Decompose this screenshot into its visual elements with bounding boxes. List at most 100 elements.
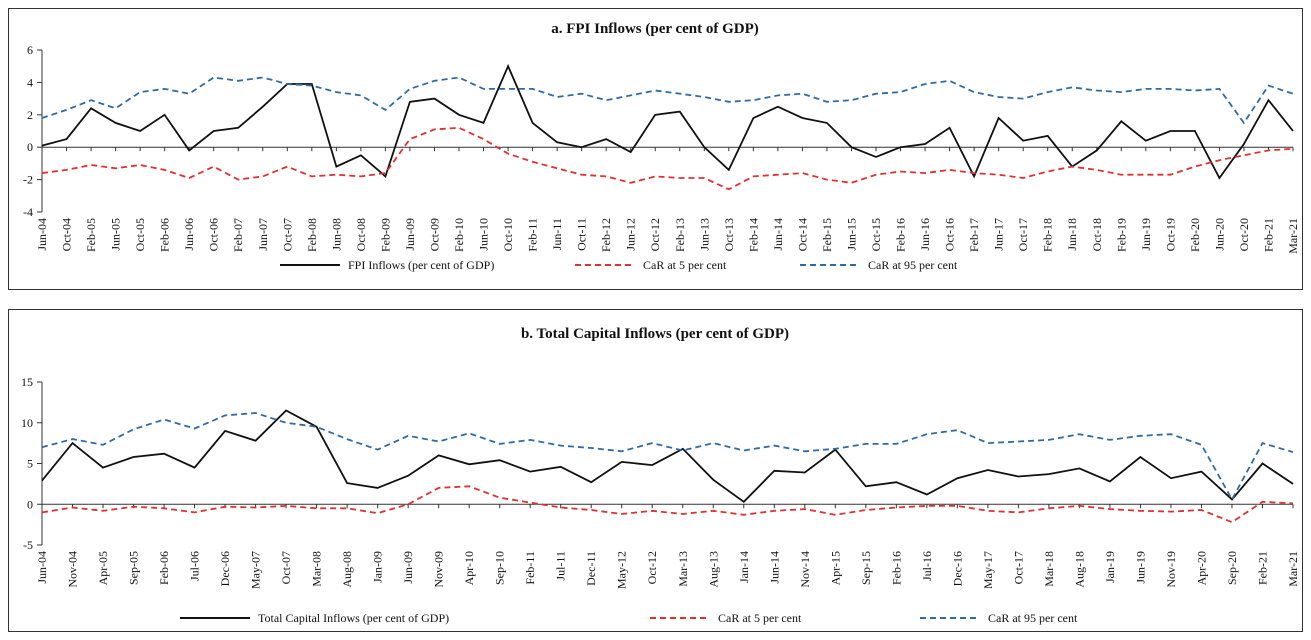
x-tick-label: Apr-10: [462, 551, 476, 585]
x-tick-label: Oct-15: [869, 218, 883, 251]
x-tick-label: Oct-12: [645, 551, 659, 584]
x-tick-label: Feb-13: [673, 218, 687, 252]
x-tick-label: Feb-15: [820, 218, 834, 252]
x-tick-label: Feb-05: [84, 218, 98, 252]
series-line: [41, 485, 1294, 524]
x-tick-label: Feb-16: [894, 218, 908, 252]
x-tick-label: Jun-20: [1212, 218, 1226, 251]
x-tick-label: Apr-15: [828, 551, 842, 585]
y-tick-label: 6: [27, 43, 33, 57]
x-tick-label: Oct-08: [354, 218, 368, 251]
x-tick-label: Dec-11: [584, 551, 598, 586]
series-line: [41, 126, 1294, 191]
series-line: [41, 412, 1294, 502]
x-tick-label: Jan-14: [737, 551, 751, 583]
y-tick-label: -2: [23, 173, 33, 187]
x-tick-label: Apr-20: [1194, 551, 1208, 585]
x-tick-label: Feb-08: [305, 218, 319, 252]
x-tick-label: Feb-06: [157, 551, 171, 585]
x-tick-label: Oct-05: [133, 218, 147, 251]
x-tick-label: Sep-10: [493, 551, 507, 585]
x-tick-label: Jun-09: [403, 218, 417, 251]
legend-label: CaR at 95 per cent: [868, 258, 958, 272]
x-tick-label: Oct-17: [1011, 551, 1025, 584]
x-tick-label: Feb-12: [599, 218, 613, 252]
x-tick-label: May-07: [249, 551, 263, 589]
x-tick-label: Jun-13: [697, 218, 711, 251]
series-line: [41, 76, 1294, 125]
x-tick-label: Oct-09: [427, 218, 441, 251]
y-tick-label: 5: [27, 457, 33, 471]
x-tick-label: Feb-09: [378, 218, 392, 252]
x-tick-label: Feb-16: [889, 551, 903, 585]
x-tick-label: Oct-19: [1163, 218, 1177, 251]
x-tick-label: Oct-04: [60, 218, 74, 251]
chart-title: b. Total Capital Inflows (per cent of GD…: [521, 326, 789, 342]
legend-label: CaR at 5 per cent: [718, 611, 802, 625]
series-line: [41, 63, 1294, 180]
x-tick-label: Feb-11: [523, 551, 537, 585]
y-tick-label: 10: [21, 416, 33, 430]
x-tick-label: Jun-15: [844, 218, 858, 251]
x-tick-label: Oct-20: [1237, 218, 1251, 251]
x-tick-label: Jul-06: [188, 551, 202, 581]
legend-label: CaR at 5 per cent: [643, 258, 727, 272]
panel-frame: [8, 309, 1303, 632]
y-tick-label: 2: [27, 108, 33, 122]
x-tick-label: Oct-10: [501, 218, 515, 251]
x-tick-label: Feb-21: [1255, 551, 1269, 585]
x-tick-label: Nov-14: [798, 551, 812, 588]
x-tick-label: Mar-13: [676, 551, 690, 587]
y-tick-label: 4: [27, 75, 33, 89]
x-tick-label: Jun-05: [109, 218, 123, 251]
x-tick-label: Mar-21: [1286, 551, 1300, 587]
x-tick-label: Jun-16: [918, 218, 932, 251]
x-tick-label: Feb-07: [231, 218, 245, 252]
x-tick-label: Feb-18: [1041, 218, 1055, 252]
x-tick-label: Oct-18: [1090, 218, 1104, 251]
x-tick-label: Jun-09: [401, 551, 415, 584]
x-tick-label: Jul-11: [554, 551, 568, 581]
chart-title: a. FPI Inflows (per cent of GDP): [551, 21, 759, 37]
x-tick-label: Nov-09: [432, 551, 446, 588]
x-tick-label: Jun-18: [1065, 218, 1079, 251]
x-tick-label: Oct-07: [279, 551, 293, 584]
x-tick-label: Jun-19: [1139, 218, 1153, 251]
x-tick-label: Aug-08: [340, 551, 354, 588]
x-tick-label: Oct-13: [722, 218, 736, 251]
x-tick-label: Oct-17: [1016, 218, 1030, 251]
x-tick-label: Oct-07: [280, 218, 294, 251]
x-tick-label: Feb-17: [967, 218, 981, 252]
x-tick-label: Jun-07: [256, 218, 270, 251]
legend-label: Total Capital Inflows (per cent of GDP): [258, 611, 449, 625]
x-tick-label: Jun-10: [477, 218, 491, 251]
x-tick-label: Jun-14: [771, 218, 785, 251]
x-tick-label: Nov-04: [66, 551, 80, 588]
x-tick-label: Feb-14: [746, 218, 760, 252]
x-tick-label: Dec-06: [218, 551, 232, 586]
x-tick-label: Feb-06: [158, 218, 172, 252]
x-tick-label: May-12: [615, 551, 629, 589]
x-tick-label: Jun-17: [992, 218, 1006, 251]
x-tick-label: Dec-16: [950, 551, 964, 586]
x-tick-label: Aug-13: [706, 551, 720, 588]
series-line: [41, 409, 1294, 503]
x-tick-label: Feb-20: [1188, 218, 1202, 252]
x-tick-label: Jun-11: [550, 218, 564, 250]
x-tick-label: Mar-08: [310, 551, 324, 587]
x-tick-label: Jun-14: [767, 551, 781, 584]
x-tick-label: Jun-04: [35, 218, 49, 251]
y-tick-label: 0: [27, 140, 33, 154]
y-tick-label: -5: [23, 538, 33, 552]
x-tick-label: Apr-05: [96, 551, 110, 585]
x-tick-label: Jan-19: [1103, 551, 1117, 583]
x-tick-label: Mar-18: [1042, 551, 1056, 587]
x-tick-label: Jan-09: [371, 551, 385, 583]
x-tick-label: Sep-20: [1225, 551, 1239, 585]
x-tick-label: Sep-15: [859, 551, 873, 585]
x-tick-label: Oct-06: [207, 218, 221, 251]
panel-frame: [8, 8, 1303, 290]
x-tick-label: Jun-04: [35, 551, 49, 584]
